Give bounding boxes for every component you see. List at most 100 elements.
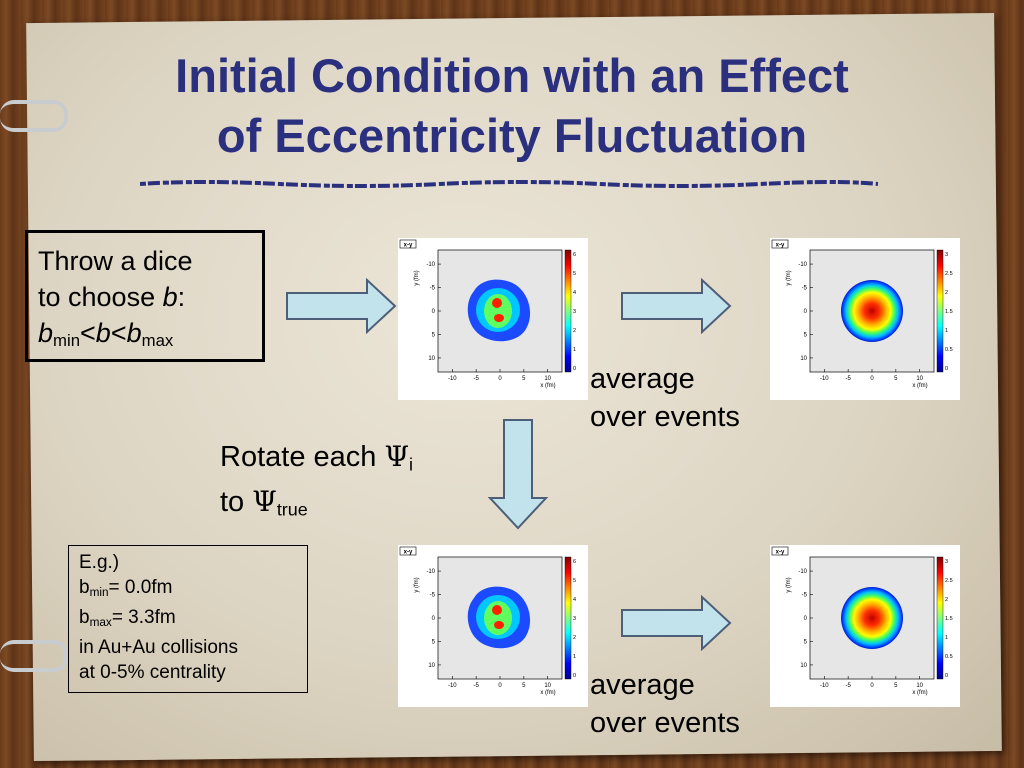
y-axis-label: y (fm): [414, 270, 420, 285]
right-arrow-2: [621, 278, 732, 334]
x-tick-label: 5: [522, 376, 526, 382]
plot-tag: x-y: [404, 243, 413, 249]
color-scale-label: 3: [573, 309, 576, 315]
title-divider: [140, 180, 878, 188]
y-tick-label: -10: [426, 262, 435, 268]
color-scale-label: 2.5: [945, 271, 953, 277]
dice-line-3: bmin<b<bmax: [38, 318, 174, 351]
color-scale-label: 5: [573, 271, 576, 277]
y-tick-label: 10: [428, 356, 435, 362]
color-scale-label: 3: [945, 252, 948, 258]
y-tick-label: 5: [432, 332, 436, 338]
average-plot-rotated: x-y -10 10 -5 5 0 0 5 -5 10 -10 x (fm) y (fm) 0 0.5 1 1.…: [770, 545, 960, 707]
color-scale-label: 1.5: [945, 616, 953, 622]
x-tick-label: -10: [448, 376, 457, 382]
density-plot: x-y -10 10 -5 5 0 0 5 -5 10 -10 x (fm) y (fm) 0 0.5 1 1.…: [771, 546, 953, 696]
color-scale-label: 2: [573, 635, 576, 641]
binder-ring-bottom: [0, 640, 68, 672]
average-plot-1: x-y -10 10 -5 5 0 0 5 -5 10 -10 x (fm) y (fm) 0 0.5 1 1.…: [770, 238, 960, 400]
y-tick-label: -5: [430, 286, 436, 292]
color-scale-bar: [936, 556, 944, 680]
x-axis-label: x (fm): [912, 383, 927, 389]
title-line-1: Initial Condition with an Effect: [175, 49, 849, 102]
y-tick-label: 5: [804, 332, 808, 338]
color-scale-label: 6: [573, 252, 576, 258]
y-tick-label: 5: [432, 639, 436, 645]
y-tick-label: -5: [802, 593, 808, 599]
x-tick-label: -10: [448, 683, 457, 689]
color-scale-label: 2: [945, 290, 948, 296]
color-scale-label: 3: [573, 616, 576, 622]
color-scale-label: 0.5: [945, 347, 953, 353]
title-line-2: of Eccentricity Fluctuation: [216, 109, 808, 162]
color-scale-label: 4: [573, 597, 576, 603]
y-tick-label: 0: [804, 309, 808, 315]
plot-tag: x-y: [776, 243, 785, 249]
y-tick-label: 10: [800, 356, 807, 362]
color-scale-label: 0: [945, 673, 948, 679]
x-tick-label: 0: [870, 683, 874, 689]
color-scale-label: 0: [945, 366, 948, 372]
example-line-2: bmin= 0.0fm: [79, 577, 173, 599]
x-tick-label: 0: [870, 376, 874, 382]
x-tick-label: 5: [522, 683, 526, 689]
average-density-blob: [841, 587, 903, 649]
right-arrow-3: [621, 595, 732, 651]
y-tick-label: 10: [800, 663, 807, 669]
binder-ring-top: [0, 100, 68, 132]
density-plot: x-y -10 10 -5 5 0 0 5 -5 10 -10 x (fm) y (fm) 0 0.5 1 1.…: [771, 239, 953, 389]
y-axis-label: y (fm): [786, 270, 792, 285]
example-line-4: in Au+Au collisions: [79, 636, 238, 658]
color-scale-label: 2: [945, 597, 948, 603]
right-arrow-1: [286, 278, 397, 334]
color-scale-label: 0: [573, 673, 576, 679]
example-line-5: at 0-5% centrality: [79, 661, 226, 683]
average-label-2: average over events: [590, 669, 740, 739]
color-scale-label: 1: [573, 347, 576, 353]
x-tick-label: -5: [845, 683, 851, 689]
x-tick-label: -10: [820, 683, 829, 689]
y-tick-label: -5: [430, 593, 436, 599]
color-scale-bar: [936, 249, 944, 373]
y-tick-label: 0: [432, 616, 436, 622]
y-tick-label: 10: [428, 663, 435, 669]
color-scale-label: 1.5: [945, 309, 953, 315]
y-axis-label: y (fm): [414, 577, 420, 592]
x-tick-label: -10: [820, 376, 829, 382]
event-plot-1: x-y -10 10 -5 5 0 0 5 -5 10 -10 x (fm) y (fm) 0 1 2 3 4 5 6: [398, 238, 588, 400]
dice-line-1: Throw a dice: [38, 246, 193, 276]
color-scale-label: 5: [573, 578, 576, 584]
dice-box: Throw a dice to choose b: bmin<b<bmax: [25, 230, 265, 362]
example-box: E.g.) bmin= 0.0fm bmax= 3.3fm in Au+Au c…: [68, 545, 308, 693]
x-tick-label: -5: [473, 376, 479, 382]
event-plot-rotated: x-y -10 10 -5 5 0 0 5 -5 10 -10 x (fm) y (fm) 0 1 2 3 4 5 6: [398, 545, 588, 707]
example-line-3: bmax= 3.3fm: [79, 606, 176, 629]
plot-tag: x-y: [404, 550, 413, 556]
y-tick-label: -10: [798, 262, 807, 268]
x-axis-label: x (fm): [540, 383, 555, 389]
x-tick-label: 0: [498, 376, 502, 382]
color-scale-bar: [564, 249, 572, 373]
slide-title: Initial Condition with an Effect of Ecce…: [60, 46, 964, 166]
x-tick-label: 5: [894, 683, 898, 689]
density-plot: x-y -10 10 -5 5 0 0 5 -5 10 -10 x (fm) y (fm) 0 1 2 3 4 5 6: [399, 546, 576, 696]
color-scale-label: 1: [945, 328, 948, 334]
color-scale-bar: [564, 556, 572, 680]
color-scale-label: 3: [945, 559, 948, 565]
example-line-1: E.g.): [79, 552, 120, 573]
y-tick-label: -5: [802, 286, 808, 292]
color-scale-label: 0: [573, 366, 576, 372]
x-tick-label: 10: [916, 683, 923, 689]
plot-tag: x-y: [776, 550, 785, 556]
x-tick-label: 10: [544, 683, 551, 689]
y-tick-label: 0: [432, 309, 436, 315]
x-tick-label: 10: [916, 376, 923, 382]
y-tick-label: -10: [798, 569, 807, 575]
average-density-blob: [841, 280, 903, 342]
rotate-label: Rotate each Ψi to Ψtrue: [220, 440, 414, 520]
color-scale-label: 1: [945, 635, 948, 641]
x-axis-label: x (fm): [540, 690, 555, 696]
color-scale-label: 0.5: [945, 654, 953, 660]
x-tick-label: 5: [894, 376, 898, 382]
x-axis-label: x (fm): [912, 690, 927, 696]
